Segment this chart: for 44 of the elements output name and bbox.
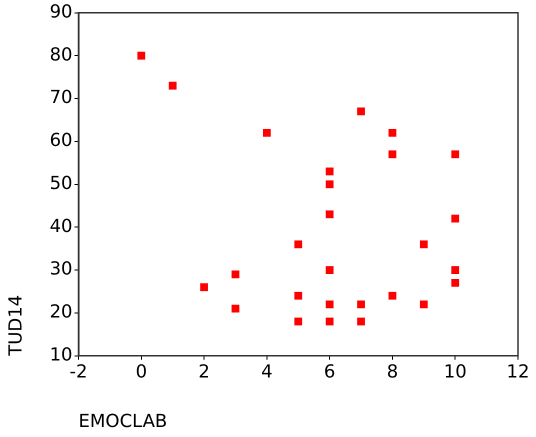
point <box>451 150 460 158</box>
point <box>326 266 334 274</box>
x-tick-label: 4 <box>261 361 273 382</box>
x-axis-title: EMOCLAB <box>78 410 168 432</box>
point <box>262 128 271 137</box>
point <box>357 318 365 326</box>
x-tick-label: 6 <box>324 361 336 382</box>
point <box>388 292 396 300</box>
x-tick-label: 2 <box>198 361 210 382</box>
point <box>232 270 240 278</box>
point <box>451 214 460 222</box>
point <box>326 300 334 308</box>
point <box>137 52 146 60</box>
point <box>326 210 334 218</box>
point <box>388 150 396 158</box>
point <box>326 168 334 176</box>
x-tick-label: 10 <box>444 361 467 382</box>
point <box>357 108 365 116</box>
y-tick-label: 70 <box>50 87 73 108</box>
x-tick-label: 0 <box>136 361 148 382</box>
y-tick-label: 40 <box>50 216 73 237</box>
point <box>420 300 428 308</box>
y-tick-label: 20 <box>50 302 73 323</box>
y-axis-title: TUD14 <box>5 294 26 357</box>
point <box>388 128 396 137</box>
x-tick-label: 8 <box>386 361 398 382</box>
point <box>294 292 302 300</box>
point <box>232 304 240 313</box>
point <box>326 180 334 188</box>
y-tick-label: 60 <box>50 130 73 152</box>
y-tick-label: 50 <box>50 172 73 194</box>
y-tick-label: 30 <box>50 258 73 280</box>
y-tick-label: 80 <box>50 44 73 66</box>
point <box>326 318 334 326</box>
y-tick-label: 90 <box>50 1 73 22</box>
point <box>200 283 208 292</box>
point <box>357 300 365 308</box>
point <box>168 82 177 90</box>
x-tick-label: 12 <box>506 361 530 382</box>
point <box>451 266 460 274</box>
point <box>420 240 428 248</box>
point <box>294 318 302 326</box>
point <box>451 279 460 287</box>
point <box>294 240 302 248</box>
